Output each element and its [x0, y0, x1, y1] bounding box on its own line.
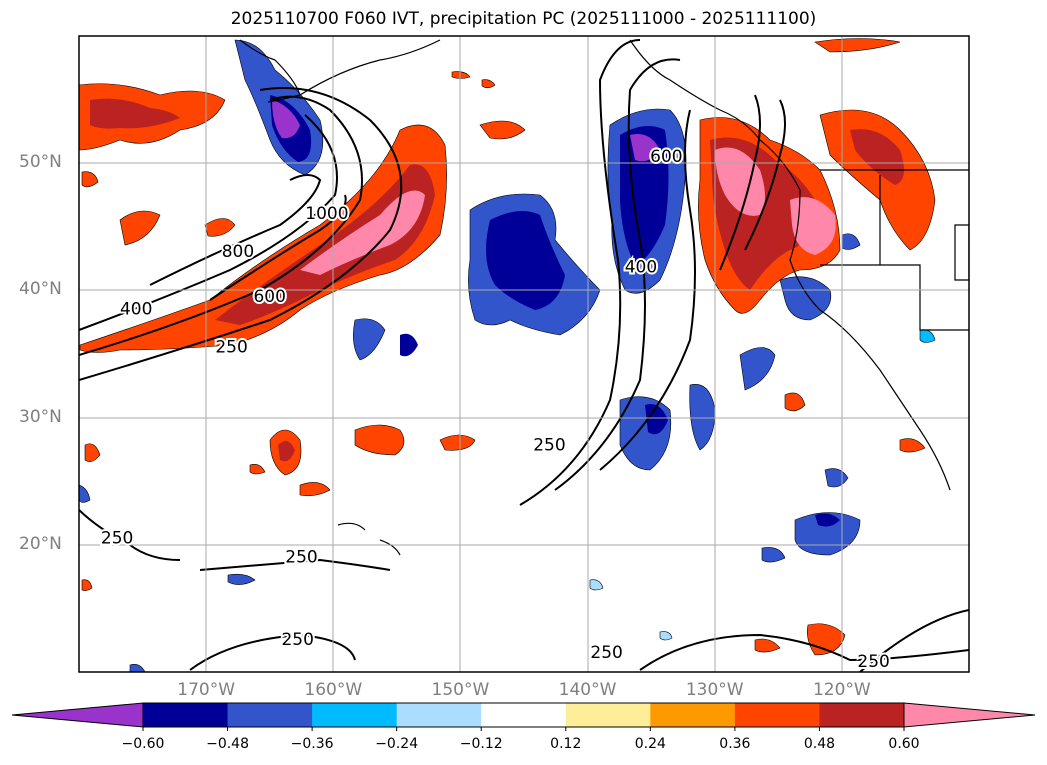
contour-label: 250: [533, 436, 565, 456]
colorbar-tick-label: −0.12: [459, 736, 503, 752]
colorbar-segment: [650, 703, 736, 727]
colorbar-segment: [143, 703, 229, 727]
colorbar-tick-label: 0.60: [888, 736, 920, 752]
figure-title: 2025110700 F060 IVT, precipitation PC (2…: [230, 9, 817, 29]
colorbar-tick-label: 0.36: [719, 736, 751, 752]
contour-label: 400: [625, 258, 657, 278]
map-background: [79, 36, 969, 672]
map-frame: [78, 35, 970, 673]
contour-label: 600: [253, 287, 285, 307]
colorbar-segment: [819, 703, 905, 727]
colorbar-extend-high: [903, 702, 1036, 728]
lat-label: 50°N: [19, 152, 62, 173]
colorbar-extend-low: [11, 702, 144, 728]
colorbar-tick-label: 0.48: [803, 736, 836, 752]
contour-label: 1000: [305, 204, 348, 224]
colorbar: [11, 702, 1036, 731]
lon-label: 130°W: [685, 680, 744, 700]
colorbar-segment: [565, 703, 651, 727]
ivt-contour-labels: 400 800 1000 600 250 250 600 400 250 250 250 250 250: [99, 145, 892, 672]
contour-label: 250: [857, 652, 889, 672]
lat-label: 20°N: [19, 533, 62, 554]
colorbar-tick-label: −0.48: [206, 736, 249, 752]
contour-label: 250: [281, 630, 313, 650]
colorbar-segment: [396, 703, 482, 727]
contour-label: 250: [101, 528, 133, 548]
contour-label: 250: [590, 643, 622, 663]
precip-negative-regions: [79, 39, 936, 672]
contour-label: 600: [650, 147, 682, 167]
lon-label: 140°W: [558, 680, 617, 700]
colorbar-tick-label: −0.36: [290, 736, 334, 752]
lon-label: 120°W: [812, 680, 871, 700]
colorbar-segment: [481, 703, 567, 727]
colorbar-tick-label: 0.24: [634, 736, 666, 752]
colorbar-segment: [734, 703, 820, 727]
contour-label: 250: [285, 548, 317, 568]
lon-label: 160°W: [304, 680, 363, 700]
colorbar-tick-label: −0.24: [375, 736, 419, 752]
colorbar-frame: [142, 702, 905, 728]
lon-label: 170°W: [177, 680, 236, 700]
coastlines: [239, 39, 969, 556]
colorbar-tick-label: −0.60: [121, 736, 165, 752]
gridlines: [79, 36, 969, 672]
colorbar-segment: [227, 703, 313, 727]
contour-label: 400: [120, 299, 152, 319]
contour-label: 800: [222, 242, 254, 262]
lon-label: 150°W: [431, 680, 490, 700]
lat-label: 40°N: [19, 279, 62, 300]
lat-label: 30°N: [19, 406, 62, 427]
contour-label: 250: [215, 338, 247, 358]
colorbar-tick-label: 0.12: [550, 736, 582, 752]
colorbar-segment: [312, 703, 398, 727]
